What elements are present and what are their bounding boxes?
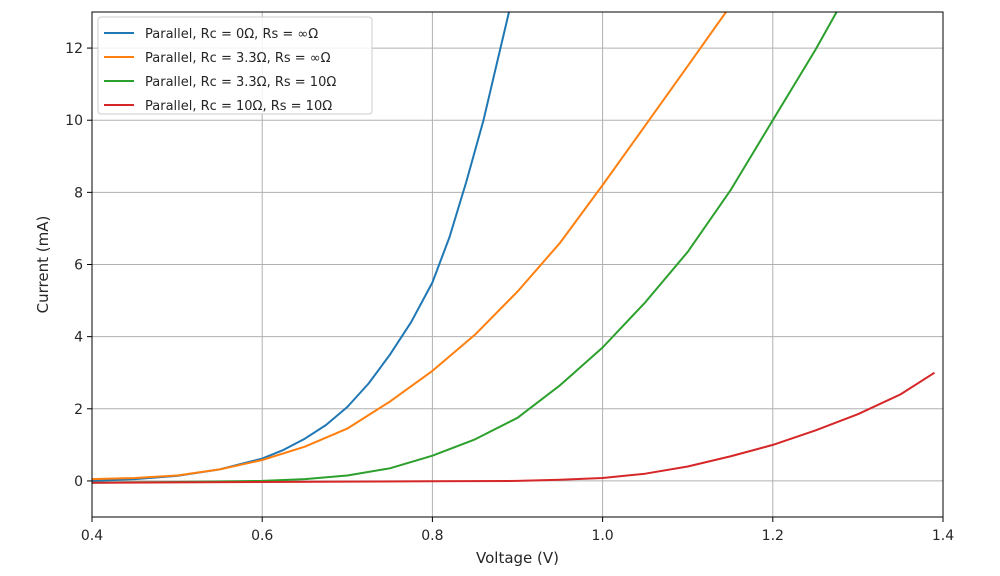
series-lines (92, 12, 936, 484)
y-tick-label: 12 (65, 41, 83, 57)
x-axis-ticks: 0.4 0.6 0.8 1.0 1.2 1.4 (81, 517, 954, 544)
series-line-4 (92, 371, 936, 484)
x-tick-label: 1.2 (762, 528, 784, 544)
legend-label-4: Parallel, Rc = 10Ω, Rs = 10Ω (145, 99, 332, 114)
legend: Parallel, Rc = 0Ω, Rs = ∞Ω Parallel, Rc =… (97, 16, 373, 115)
y-axis-ticks: 0 2 4 6 8 10 12 (65, 41, 92, 490)
x-tick-label: 0.6 (251, 528, 273, 544)
y-axis-label: Current (mA) (34, 216, 52, 314)
x-tick-label: 1.4 (932, 528, 954, 544)
series-line-3 (92, 12, 838, 484)
y-tick-label: 2 (74, 402, 83, 418)
x-tick-label: 0.4 (81, 528, 103, 544)
y-tick-label: 8 (74, 185, 83, 201)
y-tick-label: 4 (74, 330, 83, 346)
legend-label-1: Parallel, Rc = 0Ω, Rs = ∞Ω (145, 27, 318, 42)
legend-label-3: Parallel, Rc = 3.3Ω, Rs = 10Ω (145, 75, 336, 90)
y-tick-label: 10 (65, 113, 83, 129)
y-tick-label: 0 (74, 474, 83, 490)
x-axis-label: Voltage (V) (476, 549, 559, 567)
x-tick-label: 0.8 (421, 528, 443, 544)
legend-box (97, 16, 373, 115)
legend-label-2: Parallel, Rc = 3.3Ω, Rs = ∞Ω (145, 51, 331, 66)
series-line-2 (92, 12, 727, 481)
x-tick-label: 1.0 (591, 528, 613, 544)
y-tick-label: 6 (74, 258, 83, 274)
